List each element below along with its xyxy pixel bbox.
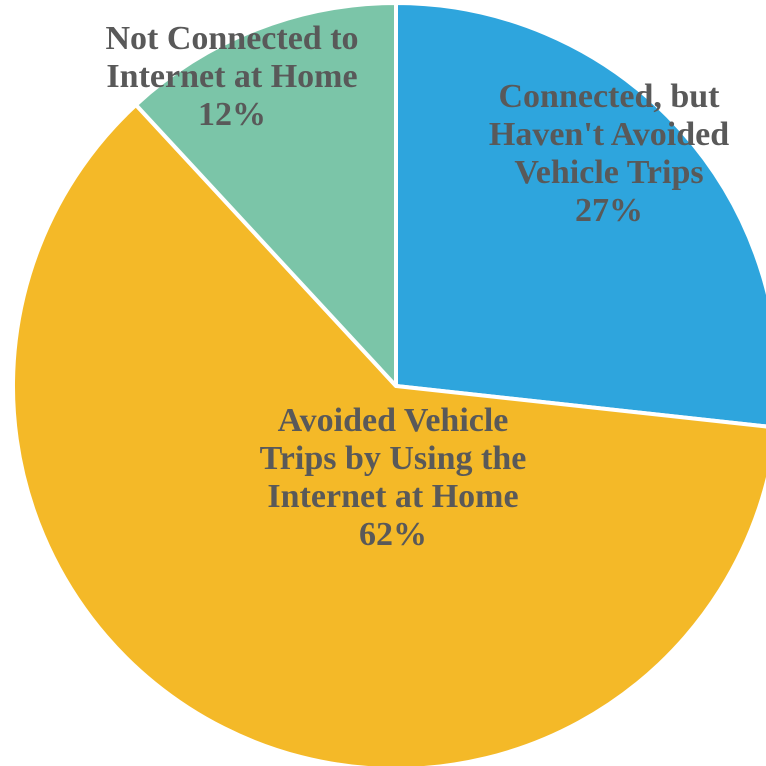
category-label-line: Internet at Home (106, 58, 357, 95)
pie-labels: Connected, but Haven't Avoided Vehicle Tri… (105, 20, 729, 553)
pie-slices (11, 1, 766, 766)
slice-avoided-trips (11, 102, 766, 766)
category-label-line: Internet at Home (267, 478, 518, 515)
percent-label: 12% (198, 96, 266, 133)
label-connected-not-avoided: Connected, but Haven't Avoided Vehicle Tri… (489, 78, 729, 229)
category-label-line: Haven't Avoided (489, 116, 729, 153)
label-avoided-trips: Avoided Vehicle Trips by Using the Interne… (260, 402, 527, 553)
category-label-line: Connected, but (498, 78, 720, 115)
category-label-line: Trips by Using the (260, 440, 527, 477)
slice-connected-not-avoided (394, 1, 766, 429)
label-not-connected: Not Connected to Internet at Home 12% (105, 20, 358, 133)
category-label-line: Avoided Vehicle (278, 402, 509, 439)
category-label-line: Not Connected to (105, 20, 358, 57)
category-label-line: Vehicle Trips (514, 154, 703, 191)
slice-not-connected (133, 1, 398, 388)
percent-label: 27% (575, 192, 643, 229)
percent-label: 62% (359, 516, 427, 553)
